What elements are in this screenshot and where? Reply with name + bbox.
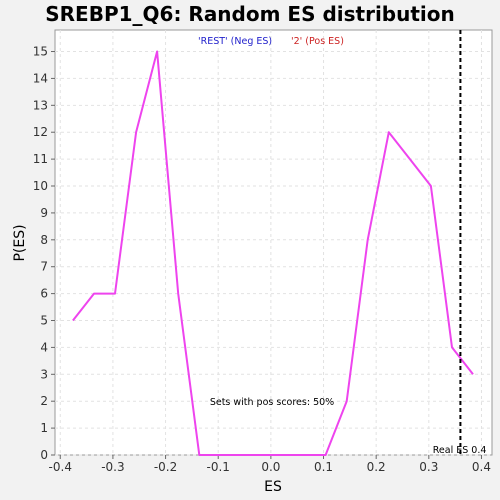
x-tick-label: 0.0 [261,460,280,474]
x-tick-label: 0.4 [472,460,491,474]
x-tick-label: 0.2 [367,460,386,474]
x-axis-label: ES [264,479,282,495]
legend-entry-pos-es: '2' (Pos ES) [291,36,344,47]
y-tick-label: 2 [40,394,48,408]
real-es-label: Real ES 0.4 [433,445,487,456]
y-tick-label: 0 [40,448,48,462]
y-tick-label: 4 [40,340,48,354]
chart-title: SREBP1_Q6: Random ES distribution [45,2,455,26]
y-tick-label: 10 [33,179,48,193]
legend-entry-rest-neg-es: 'REST' (Neg ES) [198,36,272,47]
y-tick-label: 8 [40,233,48,247]
x-axis-ticks: -0.4 -0.3 -0.2 -0.1 0.0 0.1 0.2 0.3 0.4 [49,455,491,474]
grid-lines [55,30,492,456]
x-tick-label: 0.1 [314,460,333,474]
x-tick-label: -0.1 [207,460,230,474]
x-tick-label: -0.2 [154,460,177,474]
y-tick-label: 12 [33,125,48,139]
y-tick-label: 14 [33,71,48,85]
y-tick-label: 6 [40,287,48,301]
y-tick-label: 9 [40,206,48,220]
plot-area [54,29,493,456]
y-tick-label: 15 [33,45,48,59]
x-tick-label: -0.3 [101,460,124,474]
pos-scores-annotation: Sets with pos scores: 50% [210,397,334,408]
y-axis-label: P(ES) [12,224,28,261]
y-tick-label: 5 [40,314,48,328]
y-tick-label: 11 [33,152,48,166]
series-layer [72,50,474,456]
x-tick-label: -0.4 [49,460,72,474]
legend: 'REST' (Neg ES) '2' (Pos ES) [198,36,344,47]
y-tick-label: 1 [40,421,48,435]
es-distribution-line [72,50,474,456]
y-tick-label: 7 [40,260,48,274]
y-tick-label: 13 [33,98,48,112]
x-tick-label: 0.3 [419,460,438,474]
y-tick-label: 3 [40,367,48,381]
